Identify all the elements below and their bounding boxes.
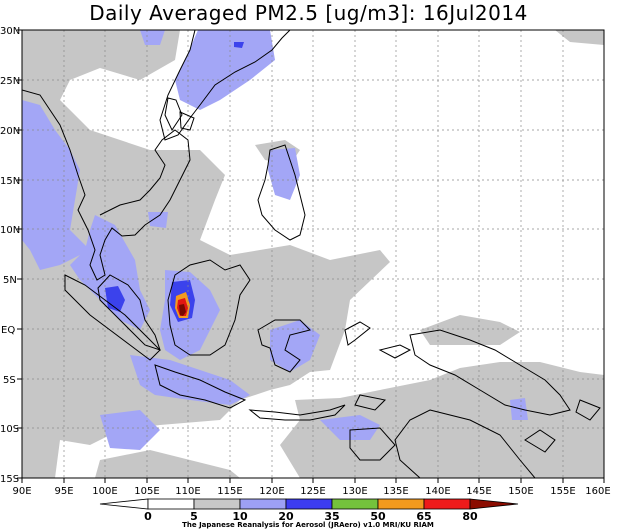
colorbar-tick-label: 35 <box>324 510 339 523</box>
lon-label: 155E <box>550 486 575 497</box>
lat-label: 25N <box>0 76 20 87</box>
lon-label: 90E <box>12 486 31 497</box>
colorbar-tick-label: 20 <box>278 510 294 523</box>
lat-label: 30N <box>0 26 20 37</box>
axis-tick-marks <box>17 29 605 483</box>
lightblue-region-timor <box>320 415 380 440</box>
blue-region-china <box>234 42 244 48</box>
gray-region-ne <box>555 30 604 45</box>
lat-label: 10S <box>0 424 19 435</box>
colorbar-tick-label: 65 <box>416 510 431 523</box>
lat-label: 5N <box>3 275 17 286</box>
lat-label: 10N <box>0 225 20 236</box>
gridlines <box>22 30 604 478</box>
colorbar-tick-label: 10 <box>232 510 248 523</box>
lightblue-region-indochina <box>22 100 90 270</box>
lon-label: 150E <box>508 486 533 497</box>
lightblue-region-sea2 <box>148 212 168 228</box>
lightblue-region-sulawesi <box>270 320 320 372</box>
lon-label: 135E <box>383 486 408 497</box>
lat-label: EQ <box>1 325 15 336</box>
colorbar-segment <box>193 498 241 510</box>
lon-label: 160E <box>585 486 610 497</box>
colorbar-segment <box>285 498 333 510</box>
lon-label: 140E <box>425 486 450 497</box>
map-title: Daily Averaged PM2.5 [ug/m3]: 16Jul2014 <box>89 1 528 25</box>
colorbar-segment <box>331 498 379 510</box>
colorbar-tick-label: 5 <box>190 510 198 523</box>
lon-label: 125E <box>300 486 325 497</box>
colorbar-arrow-right <box>469 498 519 510</box>
colorbar-segment <box>423 498 471 510</box>
lightblue-region-south <box>100 410 160 450</box>
lightblue-region-java <box>130 355 250 405</box>
lat-label: 5S <box>3 375 16 386</box>
credit-text: The Japanese Reanalysis for Aerosol (JRA… <box>182 521 434 529</box>
lon-label: 95E <box>54 486 73 497</box>
lon-label: 120E <box>259 486 284 497</box>
latitude-labels: 30N 25N 20N 15N 10N 5N EQ 5S 10S 15S <box>0 26 20 485</box>
colorbar-segment <box>377 498 425 510</box>
lon-label: 110E <box>175 486 200 497</box>
colorbar-tick-label: 50 <box>370 510 386 523</box>
lightblue-region-phil <box>268 148 300 200</box>
longitude-labels: 90E 95E 100E 105E 110E 115E 120E 125E 13… <box>12 486 610 497</box>
lon-label: 105E <box>134 486 159 497</box>
colorbar-segment <box>239 498 287 510</box>
lon-label: 115E <box>217 486 242 497</box>
gray-region-east <box>280 362 604 478</box>
darkred-hotspot <box>179 304 186 316</box>
lat-label: 15N <box>0 176 20 187</box>
gray-region-south <box>95 450 240 478</box>
lon-label: 130E <box>342 486 367 497</box>
lightblue-region-hk <box>140 30 165 45</box>
pm25-field <box>22 30 604 478</box>
colorbar-tick-label: 0 <box>144 510 152 523</box>
colorbar <box>99 498 519 510</box>
coastlines <box>22 30 601 478</box>
colorbar-tick-label: 80 <box>462 510 478 523</box>
colorbar-arrow-left <box>99 498 149 510</box>
lightblue-region-malaya <box>70 215 150 330</box>
colorbar-ticks: 0 5 10 20 35 50 65 80 <box>144 510 478 523</box>
lat-label: 20N <box>0 126 20 137</box>
lightblue-region-china <box>175 30 275 110</box>
lon-label: 145E <box>466 486 491 497</box>
lat-label: 15S <box>0 474 19 485</box>
colorbar-segment <box>147 498 195 510</box>
blue-region-sumatra <box>105 286 125 312</box>
gray-region-east2 <box>420 315 520 345</box>
lon-label: 100E <box>92 486 117 497</box>
